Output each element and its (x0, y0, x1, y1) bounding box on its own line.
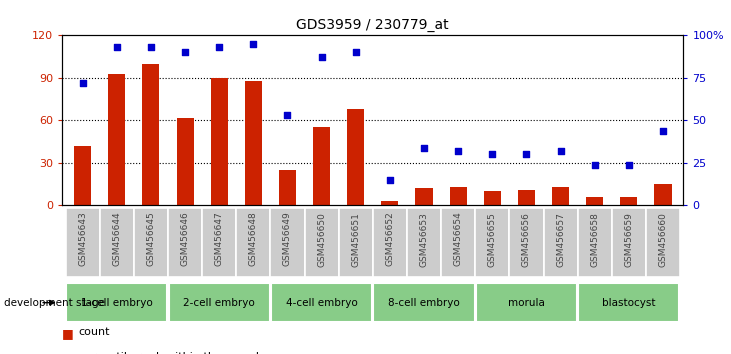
Text: 1-cell embryo: 1-cell embryo (81, 298, 153, 308)
Text: count: count (78, 327, 110, 337)
Text: GSM456660: GSM456660 (659, 212, 667, 267)
Bar (612, 208, 646, 277)
Bar (577, 208, 612, 277)
Text: GSM456644: GSM456644 (113, 212, 121, 266)
Bar (518, 190, 535, 205)
Bar (450, 187, 466, 205)
Point (555, 148, 567, 154)
Bar (245, 81, 262, 205)
Point (452, 148, 464, 154)
Point (145, 45, 156, 50)
Text: GSM456659: GSM456659 (624, 212, 633, 267)
Text: GSM456646: GSM456646 (181, 212, 189, 267)
Text: GSM456657: GSM456657 (556, 212, 565, 267)
Point (179, 50, 191, 55)
Text: 4-cell embryo: 4-cell embryo (286, 298, 357, 308)
Point (486, 152, 498, 157)
Point (384, 177, 395, 183)
Bar (415, 188, 433, 205)
Text: ■: ■ (62, 327, 74, 341)
Text: GSM456654: GSM456654 (454, 212, 463, 267)
Point (77, 80, 88, 86)
Point (589, 162, 601, 167)
Text: percentile rank within the sample: percentile rank within the sample (78, 352, 266, 354)
Title: GDS3959 / 230779_at: GDS3959 / 230779_at (297, 18, 449, 32)
Bar (99, 208, 134, 277)
Text: morula: morula (508, 298, 545, 308)
Point (248, 41, 260, 47)
Text: GSM456652: GSM456652 (385, 212, 395, 267)
Bar (441, 208, 475, 277)
Bar (621, 197, 637, 205)
Bar (202, 208, 236, 277)
Text: GSM456658: GSM456658 (590, 212, 599, 267)
Bar (586, 197, 603, 205)
Bar (134, 208, 168, 277)
Text: GSM456656: GSM456656 (522, 212, 531, 267)
Bar (236, 208, 270, 277)
Text: GSM456651: GSM456651 (351, 212, 360, 267)
Text: blastocyst: blastocyst (602, 298, 656, 308)
Point (111, 45, 123, 50)
Text: 2-cell embryo: 2-cell embryo (183, 298, 255, 308)
Point (520, 152, 532, 157)
Bar (168, 208, 202, 277)
Bar (374, 283, 474, 322)
Bar (475, 208, 510, 277)
Bar (270, 208, 305, 277)
Bar (578, 283, 679, 322)
Point (657, 128, 669, 133)
Point (281, 113, 293, 118)
Point (316, 55, 327, 60)
Bar (338, 208, 373, 277)
Text: GSM456645: GSM456645 (146, 212, 156, 267)
Bar (108, 74, 125, 205)
Bar (646, 208, 680, 277)
Bar (654, 184, 672, 205)
Text: development stage: development stage (4, 298, 105, 308)
Bar (382, 201, 398, 205)
Text: GSM456653: GSM456653 (420, 212, 428, 267)
Text: GSM456648: GSM456648 (249, 212, 258, 267)
Text: GSM456643: GSM456643 (78, 212, 87, 267)
Bar (313, 127, 330, 205)
Point (418, 145, 430, 150)
Bar (476, 283, 577, 322)
Bar (544, 208, 577, 277)
Bar (211, 78, 228, 205)
Text: GSM456650: GSM456650 (317, 212, 326, 267)
Bar (143, 64, 159, 205)
Point (350, 50, 362, 55)
Bar (74, 146, 91, 205)
Bar (484, 191, 501, 205)
Bar (373, 208, 407, 277)
Bar (67, 283, 167, 322)
Bar (66, 208, 99, 277)
Point (213, 45, 225, 50)
Bar (176, 118, 194, 205)
Text: GSM456649: GSM456649 (283, 212, 292, 267)
Bar (407, 208, 441, 277)
Bar (305, 208, 338, 277)
Text: GSM456647: GSM456647 (215, 212, 224, 267)
Bar (552, 187, 569, 205)
Text: ■: ■ (62, 352, 74, 354)
Bar (169, 283, 270, 322)
Text: GSM456655: GSM456655 (488, 212, 497, 267)
Bar (510, 208, 544, 277)
Bar (279, 170, 296, 205)
Bar (271, 283, 372, 322)
Text: 8-cell embryo: 8-cell embryo (388, 298, 460, 308)
Bar (347, 109, 364, 205)
Point (623, 162, 635, 167)
